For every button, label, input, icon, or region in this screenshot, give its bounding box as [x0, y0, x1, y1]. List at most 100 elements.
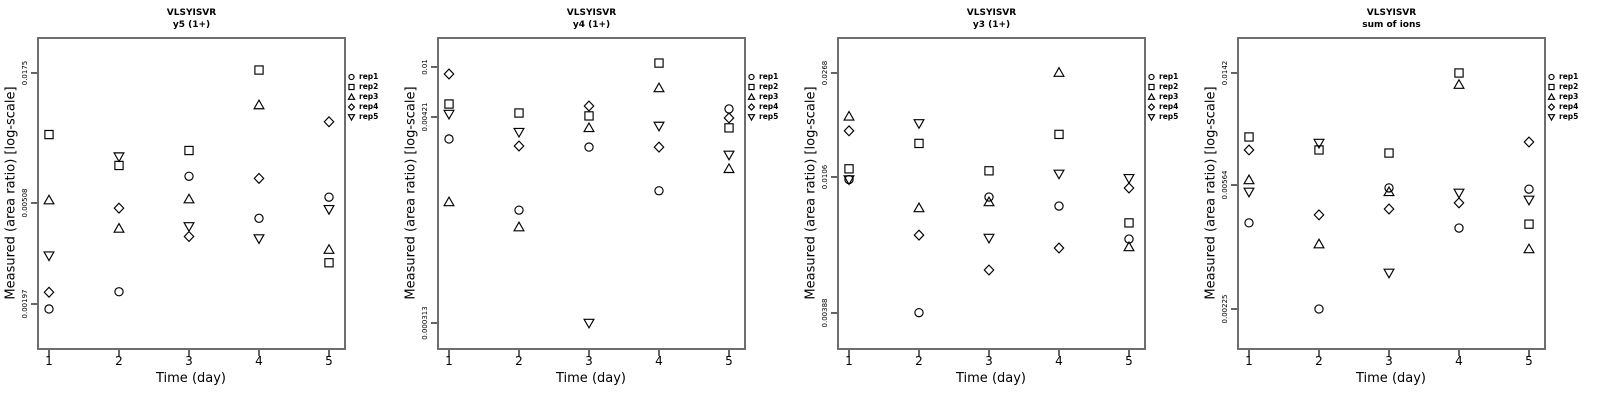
legend-label: rep5 [1559, 112, 1579, 121]
data-point-rep1-day4 [1454, 223, 1464, 233]
y-axis-label: Measured (area ratio) [log-scale] [403, 86, 419, 300]
legend-item-rep5: rep5 [346, 112, 378, 122]
diamond-icon [747, 103, 756, 111]
y-axis-label: Measured (area ratio) [log-scale] [1203, 86, 1219, 300]
triangle-up-icon [1147, 92, 1156, 100]
x-tick-label: 3 [1385, 354, 1393, 368]
x-tick-label: 1 [1245, 354, 1253, 368]
triangle-up-glyph [1547, 92, 1556, 100]
data-point-rep2-day3 [584, 111, 594, 121]
data-point-rep4-day2 [913, 229, 925, 241]
data-point-rep1-day2 [514, 205, 524, 215]
legend-item-rep3: rep3 [746, 92, 778, 102]
data-point-rep4-day5 [323, 116, 335, 128]
diamond-glyph [1147, 103, 1156, 111]
legend-item-rep1: rep1 [746, 72, 778, 82]
data-point-rep2-day2 [914, 138, 924, 149]
circle-icon [748, 73, 755, 81]
panel-subtitle: sum of ions [1362, 20, 1421, 30]
data-point-rep3-day2 [513, 221, 525, 232]
diamond-glyph [1547, 103, 1556, 111]
square-icon [348, 83, 355, 91]
triangle-down-icon [347, 114, 356, 122]
data-point-rep5-day3 [583, 318, 595, 330]
plot-box [437, 37, 746, 350]
triangle-up-glyph [347, 92, 356, 100]
data-point-rep5-day3 [983, 233, 995, 245]
data-point-rep3-day2 [113, 222, 125, 233]
legend-item-rep1: rep1 [1546, 72, 1578, 82]
data-point-rep3-day3 [983, 195, 995, 207]
data-point-rep1-day5 [1524, 184, 1534, 194]
x-tick-label: 1 [45, 354, 53, 368]
x-tick-label: 5 [325, 354, 333, 368]
circle-glyph [1148, 73, 1155, 81]
data-point-rep3-day4 [653, 81, 665, 93]
legend: rep1 rep2 rep3 rep4 rep5 [346, 72, 378, 122]
data-point-rep3-day3 [1383, 185, 1395, 197]
diamond-glyph [347, 103, 356, 111]
data-point-rep4-day2 [1313, 209, 1325, 221]
data-point-rep5-day2 [113, 152, 125, 163]
data-point-rep1-day2 [914, 307, 924, 318]
diamond-icon [1547, 103, 1556, 111]
data-point-rep2-day1 [444, 99, 454, 109]
panel-title: VLSYISVR [966, 8, 1017, 18]
plot-area-sum-of-ions [1231, 37, 1546, 356]
data-point-rep5-day1 [843, 175, 855, 186]
data-point-rep1-day4 [654, 186, 664, 196]
data-point-rep3-day5 [323, 243, 335, 254]
legend-label: rep2 [1559, 82, 1579, 91]
data-point-rep5-day4 [653, 121, 665, 133]
legend-label: rep1 [1559, 72, 1579, 81]
data-point-rep5-day2 [913, 119, 925, 130]
data-point-rep2-day1 [844, 164, 854, 174]
legend-item-rep4: rep4 [746, 102, 778, 112]
square-icon [748, 83, 755, 91]
x-tick-label: 4 [1455, 354, 1463, 368]
data-point-rep1-day1 [444, 134, 454, 144]
data-point-rep1-day4 [254, 213, 264, 223]
x-axis-label: Time (day) [955, 371, 1027, 386]
x-tick-label: 4 [1055, 354, 1063, 368]
legend-label: rep1 [1159, 72, 1179, 81]
x-tick-label: 2 [1315, 354, 1323, 368]
data-point-rep5-day5 [723, 150, 735, 161]
legend-item-rep3: rep3 [1546, 92, 1578, 102]
legend: rep1 rep2 rep3 rep4 rep5 [1546, 72, 1578, 122]
data-point-rep1-day5 [324, 192, 334, 202]
data-point-rep4-day1 [843, 125, 855, 137]
triangle-up-glyph [1147, 92, 1156, 100]
triangle-up-icon [747, 92, 756, 100]
data-point-rep3-day2 [913, 201, 925, 213]
data-point-rep1-day2 [114, 287, 124, 297]
legend-item-rep4: rep4 [346, 102, 378, 112]
data-point-rep1-day2 [1314, 304, 1324, 314]
triangle-up-icon [1547, 92, 1556, 100]
data-point-rep4-day2 [513, 140, 525, 152]
panel-y5-1: 0.0175 0.00508 0.00197 1 2 3 4 5 VLSYISVR y5 (1+)… [0, 0, 400, 400]
legend-label: rep5 [359, 112, 379, 121]
legend-item-rep3: rep3 [1146, 92, 1178, 102]
data-point-rep2-day3 [984, 166, 994, 176]
x-tick-label: 3 [185, 354, 193, 368]
data-point-rep4-day3 [1383, 203, 1395, 215]
plot-box [37, 37, 346, 350]
data-point-rep3-day4 [253, 98, 265, 110]
triangle-down-glyph [747, 114, 756, 122]
legend-item-rep2: rep2 [1546, 82, 1578, 92]
legend-item-rep2: rep2 [346, 82, 378, 92]
legend-item-rep5: rep5 [1546, 112, 1578, 122]
plot-area-y4-1 [431, 37, 746, 356]
x-tick-label: 3 [985, 354, 993, 368]
diamond-icon [1147, 103, 1156, 111]
triangle-down-glyph [347, 114, 356, 122]
data-point-rep5-day2 [513, 127, 525, 139]
data-point-rep3-day1 [1243, 173, 1255, 185]
data-point-rep4-day3 [183, 230, 195, 243]
legend-item-rep4: rep4 [1546, 102, 1578, 112]
data-point-rep5-day3 [1383, 268, 1395, 279]
panel-y3-1: 0.0268 0.0106 0.00388 1 2 3 4 5 VLSYISVR y3 (1+) M… [800, 0, 1200, 400]
data-point-rep1-day3 [1384, 183, 1394, 193]
